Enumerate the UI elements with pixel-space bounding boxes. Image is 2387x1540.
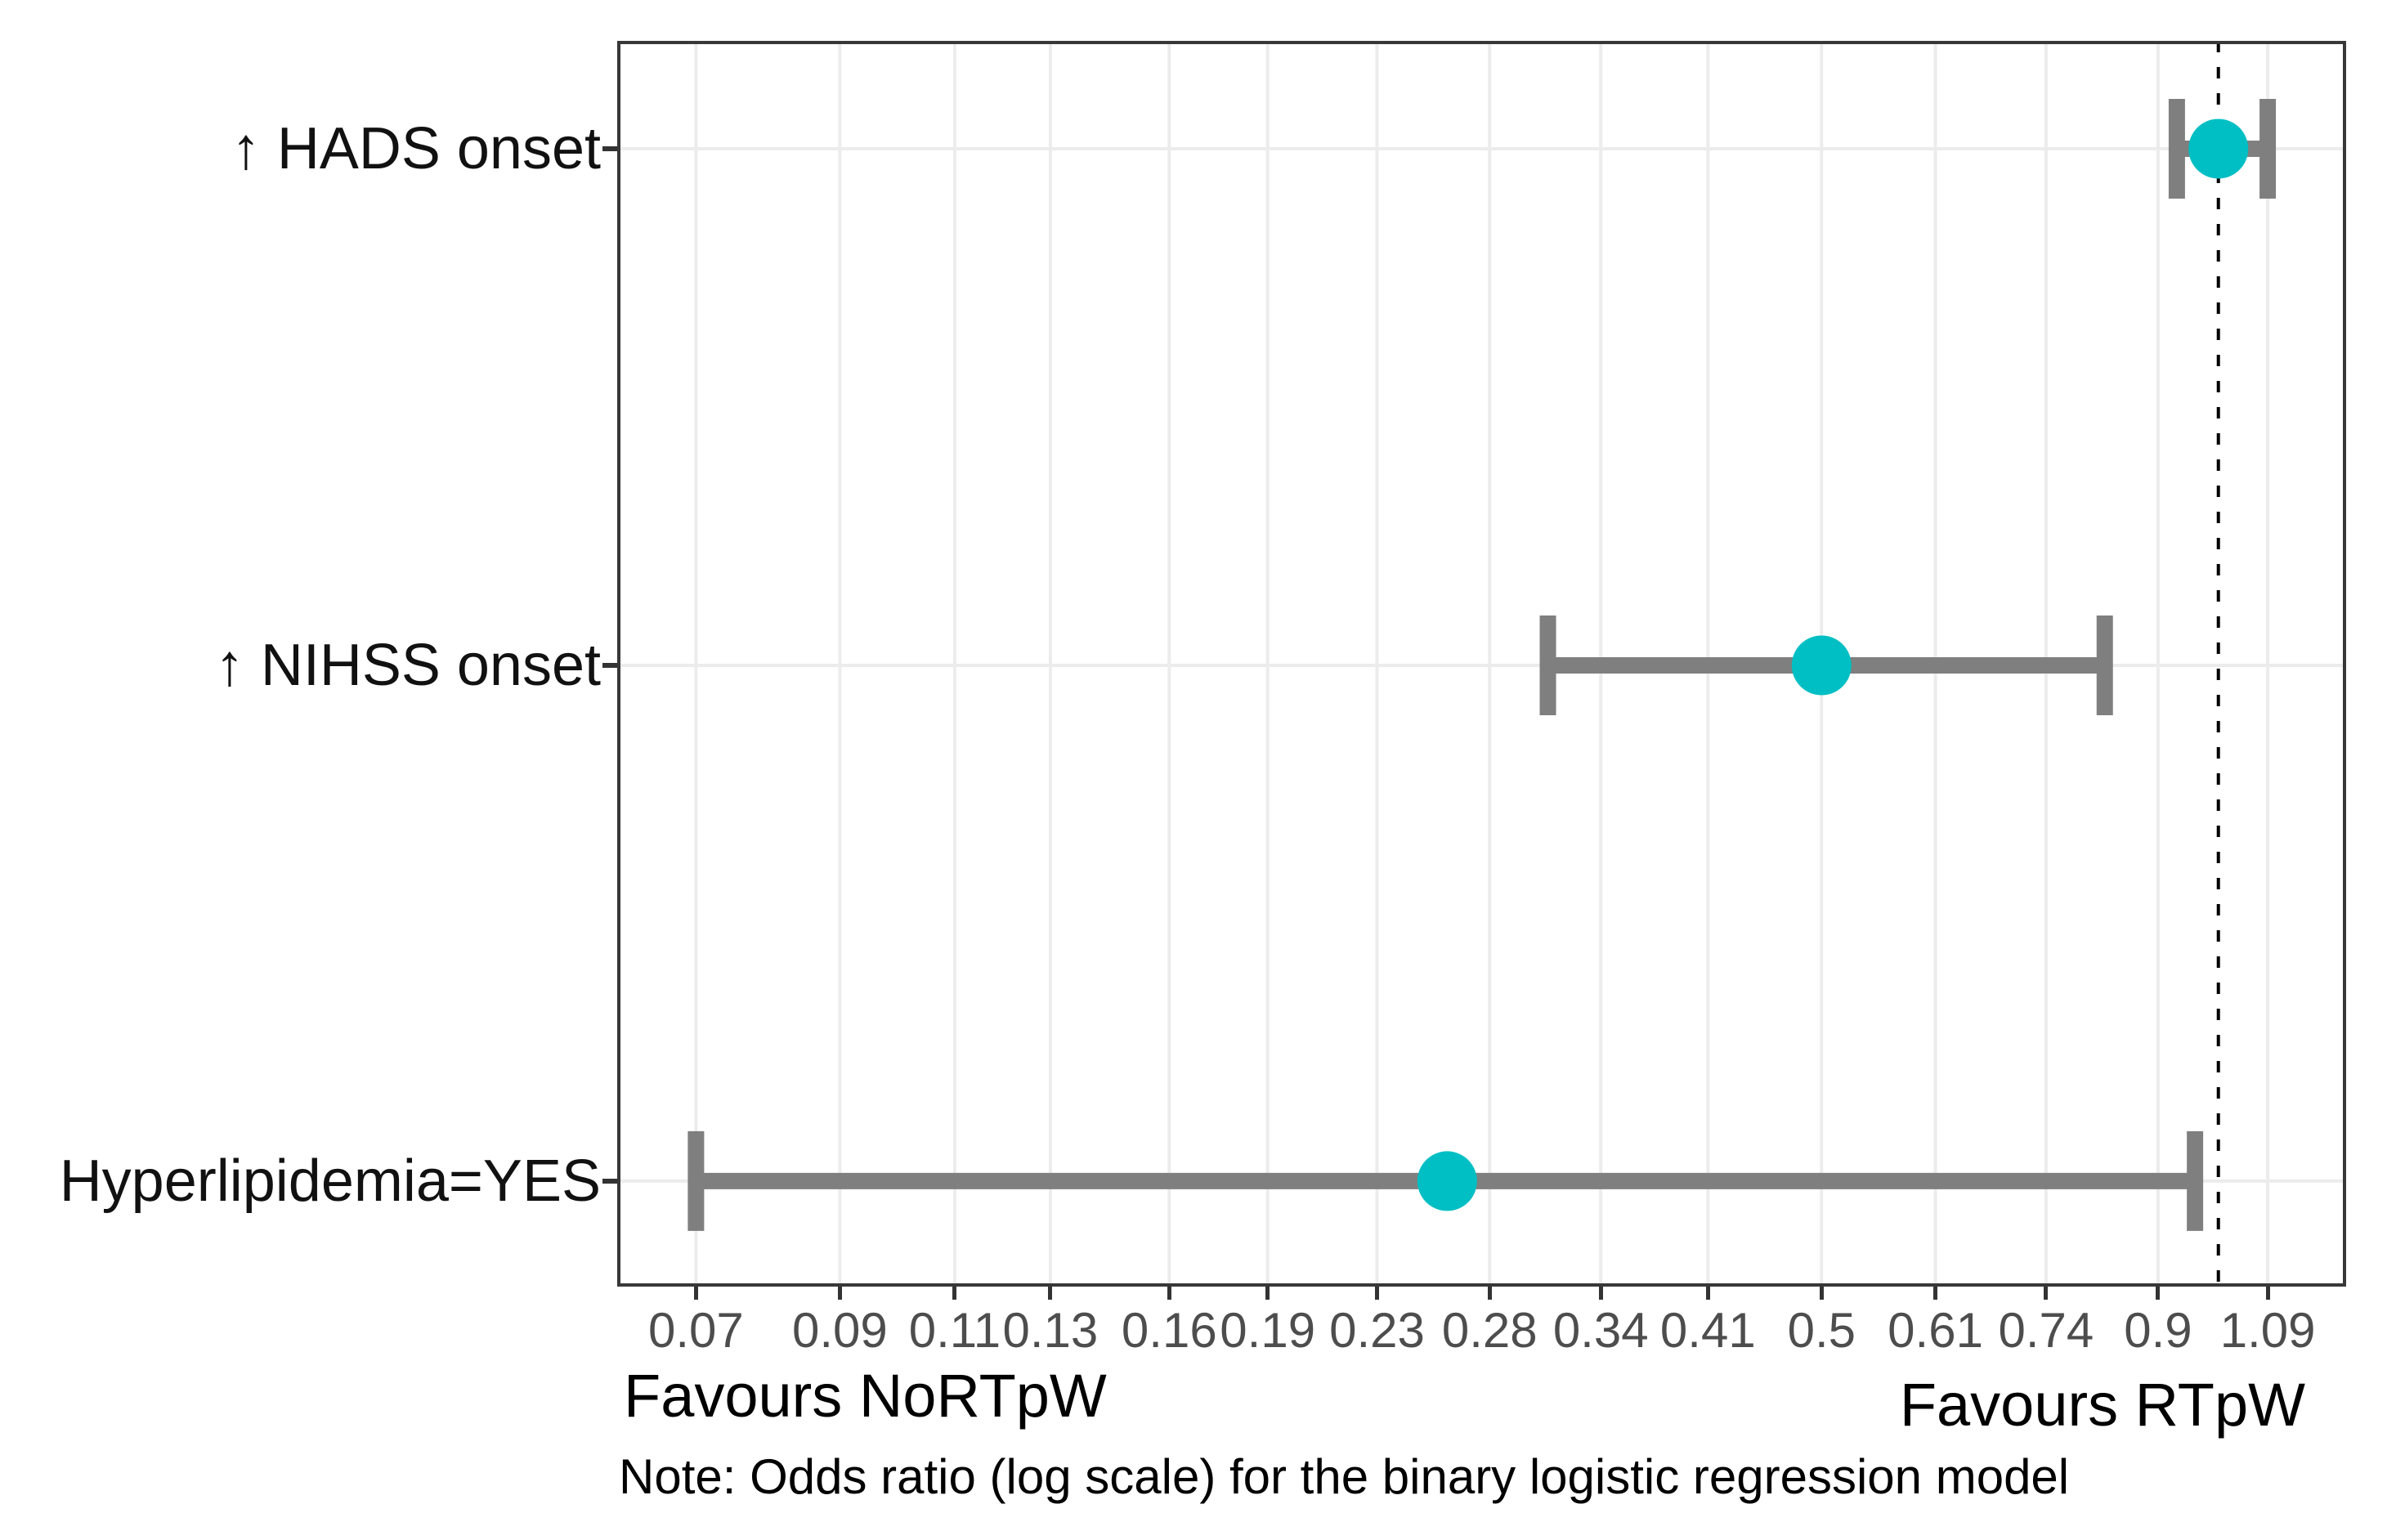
x-tick-mark — [1933, 1287, 1938, 1300]
note-annotation: Note: Odds ratio (log scale) for the bin… — [619, 1449, 2070, 1504]
x-tick-mark — [1167, 1287, 1171, 1300]
x-tick-mark — [837, 1287, 842, 1300]
x-tick-mark — [693, 1287, 698, 1300]
x-tick-label: 0.23 — [1329, 1303, 1425, 1358]
y-tick-mark — [602, 662, 617, 668]
x-tick-label: 0.41 — [1659, 1303, 1756, 1358]
plot-panel — [617, 41, 2346, 1287]
x-tick-mark — [1598, 1287, 1603, 1300]
point-marker — [1417, 1151, 1477, 1211]
x-tick-mark — [2156, 1287, 2161, 1300]
x-tick-mark — [1705, 1287, 1710, 1300]
y-tick-mark — [602, 1178, 617, 1184]
x-tick-mark — [1374, 1287, 1379, 1300]
x-tick-label: 0.28 — [1441, 1303, 1538, 1358]
panel-border — [617, 41, 2346, 1287]
x-tick-label: 0.09 — [791, 1303, 888, 1358]
x-tick-label: 0.19 — [1220, 1303, 1316, 1358]
x-tick-mark — [952, 1287, 957, 1300]
y-tick-mark — [602, 145, 617, 151]
x-tick-label: 1.09 — [2219, 1303, 2316, 1358]
x-tick-mark — [2265, 1287, 2270, 1300]
x-tick-label: 0.11 — [908, 1303, 1001, 1358]
x-tick-mark — [1048, 1287, 1053, 1300]
y-axis-label: Hyperlipidemia=YES — [59, 1148, 601, 1214]
x-tick-label: 0.07 — [647, 1303, 744, 1358]
x-tick-mark — [1265, 1287, 1270, 1300]
x-tick-label: 0.34 — [1552, 1303, 1649, 1358]
x-tick-label: 0.61 — [1888, 1303, 1983, 1358]
x-tick-label: 0.9 — [2124, 1303, 2192, 1358]
favours-right-annotation: Favours RTpW — [1899, 1371, 2305, 1439]
x-tick-label: 0.74 — [1998, 1303, 2094, 1358]
y-axis-label: ↑ NIHSS onset — [214, 632, 601, 698]
point-marker — [1791, 635, 1852, 696]
x-tick-mark — [1487, 1287, 1492, 1300]
x-tick-label: 0.16 — [1121, 1303, 1217, 1358]
x-tick-mark — [2044, 1287, 2049, 1300]
x-tick-label: 0.13 — [1002, 1303, 1099, 1358]
y-axis-label: ↑ HADS onset — [231, 115, 601, 181]
favours-left-annotation: Favours NoRTpW — [624, 1362, 1107, 1430]
point-marker — [2188, 119, 2249, 179]
x-tick-mark — [1819, 1287, 1824, 1300]
x-tick-label: 0.5 — [1787, 1303, 1856, 1358]
